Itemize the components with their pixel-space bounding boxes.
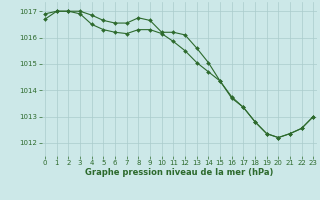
X-axis label: Graphe pression niveau de la mer (hPa): Graphe pression niveau de la mer (hPa) [85,168,273,177]
